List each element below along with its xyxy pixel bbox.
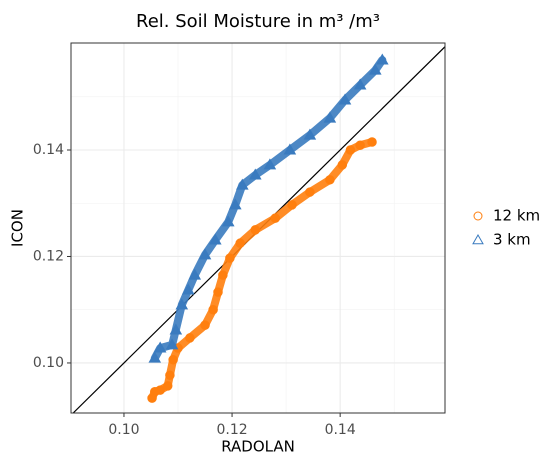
point bbox=[283, 143, 297, 155]
point bbox=[323, 111, 337, 123]
point bbox=[175, 298, 189, 310]
point bbox=[325, 175, 335, 185]
point bbox=[218, 270, 228, 280]
legend-symbol bbox=[473, 211, 483, 221]
point bbox=[355, 140, 365, 150]
point bbox=[368, 63, 382, 75]
point bbox=[229, 198, 242, 210]
point bbox=[337, 160, 348, 170]
point bbox=[353, 78, 367, 90]
chart-title: Rel. Soil Moisture in m³ /m³ bbox=[136, 11, 380, 32]
point bbox=[235, 238, 245, 248]
point bbox=[200, 320, 210, 330]
point bbox=[153, 341, 167, 353]
point bbox=[305, 187, 315, 197]
x-tick-label: 0.12 bbox=[216, 422, 247, 438]
legend-label: 12 km bbox=[493, 207, 540, 225]
series bbox=[147, 137, 377, 403]
point bbox=[303, 128, 317, 140]
point bbox=[270, 213, 281, 223]
x-tick-label: 0.10 bbox=[108, 422, 139, 438]
point bbox=[165, 370, 175, 380]
point bbox=[188, 268, 202, 280]
point bbox=[221, 215, 235, 227]
point bbox=[181, 283, 195, 295]
point bbox=[162, 381, 173, 391]
point bbox=[148, 351, 162, 363]
legend-symbol bbox=[472, 233, 484, 245]
point bbox=[225, 253, 235, 263]
point bbox=[367, 137, 377, 147]
point bbox=[376, 53, 389, 65]
y-tick-label: 0.10 bbox=[33, 355, 64, 371]
point bbox=[287, 200, 297, 210]
y-tick-label: 0.12 bbox=[33, 248, 64, 264]
point bbox=[250, 225, 261, 235]
point bbox=[209, 233, 222, 245]
y-axis-title: ICON bbox=[9, 209, 27, 247]
legend-label: 3 km bbox=[493, 231, 531, 249]
plot-border bbox=[70, 42, 446, 414]
point bbox=[168, 355, 178, 365]
point bbox=[208, 304, 218, 315]
point bbox=[185, 333, 195, 343]
point bbox=[155, 385, 165, 395]
point bbox=[213, 287, 223, 297]
point bbox=[236, 178, 249, 190]
point bbox=[198, 248, 212, 260]
point bbox=[169, 323, 183, 335]
x-tick-label: 0.14 bbox=[325, 422, 356, 438]
y-tick-label: 0.14 bbox=[33, 142, 64, 158]
point bbox=[263, 158, 277, 170]
point bbox=[345, 145, 356, 155]
series bbox=[148, 53, 389, 363]
point bbox=[338, 93, 352, 105]
point bbox=[249, 168, 262, 180]
point bbox=[165, 338, 179, 350]
x-axis-title: RADOLAN bbox=[221, 438, 295, 456]
